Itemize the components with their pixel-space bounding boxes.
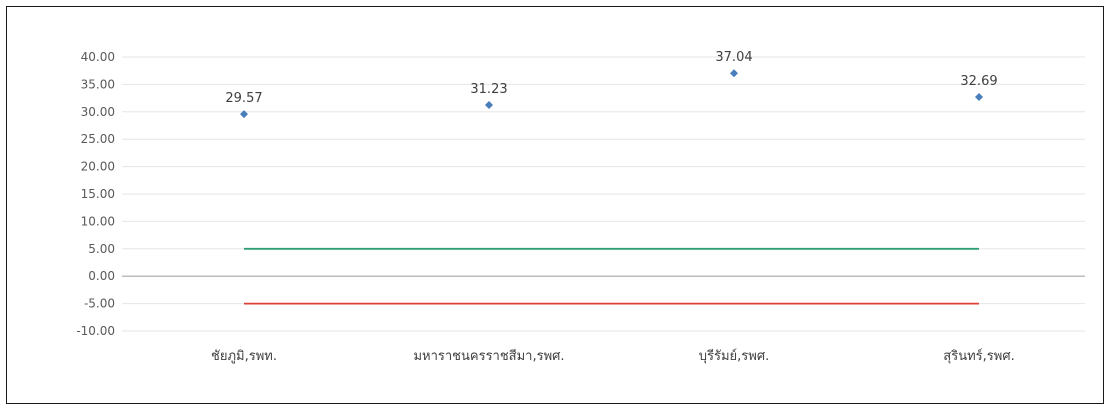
- x-category-label: สุรินทร์,รพศ.: [943, 348, 1014, 364]
- data-label: 31.23: [470, 82, 507, 97]
- x-category-label: มหาราชนครราชสีมา,รพศ.: [413, 348, 564, 364]
- y-tick-label: 35.00: [81, 77, 115, 91]
- y-tick-label: 5.00: [88, 242, 115, 256]
- data-label: 37.04: [715, 50, 752, 65]
- y-tick-label: 40.00: [81, 50, 115, 64]
- data-point: [975, 93, 983, 102]
- data-label: 29.57: [225, 91, 262, 106]
- y-tick-label: 30.00: [81, 105, 115, 119]
- data-point: [730, 69, 738, 78]
- y-tick-label: 0.00: [88, 269, 115, 283]
- y-tick-label: 20.00: [81, 160, 115, 174]
- y-tick-label: -10.00: [76, 324, 115, 338]
- x-category-label: บุรีรัมย์,รพศ.: [699, 348, 769, 364]
- y-tick-label: 25.00: [81, 132, 115, 146]
- chart-frame: [6, 6, 1104, 404]
- y-tick-label: 10.00: [81, 214, 115, 228]
- gridlines: [122, 56, 1085, 332]
- data-point: [485, 101, 493, 110]
- data-points: [240, 69, 983, 119]
- y-tick-label: -5.00: [84, 297, 115, 311]
- data-labels: 29.57 31.23 37.04 32.69: [225, 50, 997, 106]
- data-label: 32.69: [960, 74, 997, 89]
- reference-lines: [244, 247, 979, 305]
- data-point: [240, 110, 248, 119]
- x-axis-categories: ชัยภูมิ,รพท. มหาราชนครราชสีมา,รพศ. บุรีรัม…: [211, 348, 1015, 364]
- y-tick-label: 15.00: [81, 187, 115, 201]
- x-category-label: ชัยภูมิ,รพท.: [211, 349, 277, 364]
- y-axis-ticks: -10.00 -5.00 0.00 5.00 10.00 15.00 20.00 25.00 3…: [76, 50, 115, 338]
